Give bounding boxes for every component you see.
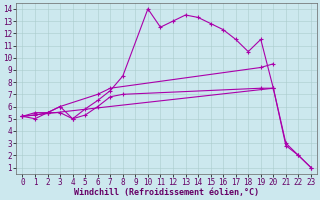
X-axis label: Windchill (Refroidissement éolien,°C): Windchill (Refroidissement éolien,°C) (74, 188, 259, 197)
